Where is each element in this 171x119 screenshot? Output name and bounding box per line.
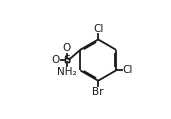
Text: Cl: Cl — [122, 65, 133, 75]
Text: Cl: Cl — [93, 24, 103, 34]
Text: S: S — [63, 55, 70, 65]
Text: O: O — [62, 43, 71, 53]
Text: NH₂: NH₂ — [57, 67, 76, 77]
Text: O: O — [51, 55, 60, 65]
Bar — [64, 58, 69, 62]
Text: Br: Br — [92, 87, 104, 97]
